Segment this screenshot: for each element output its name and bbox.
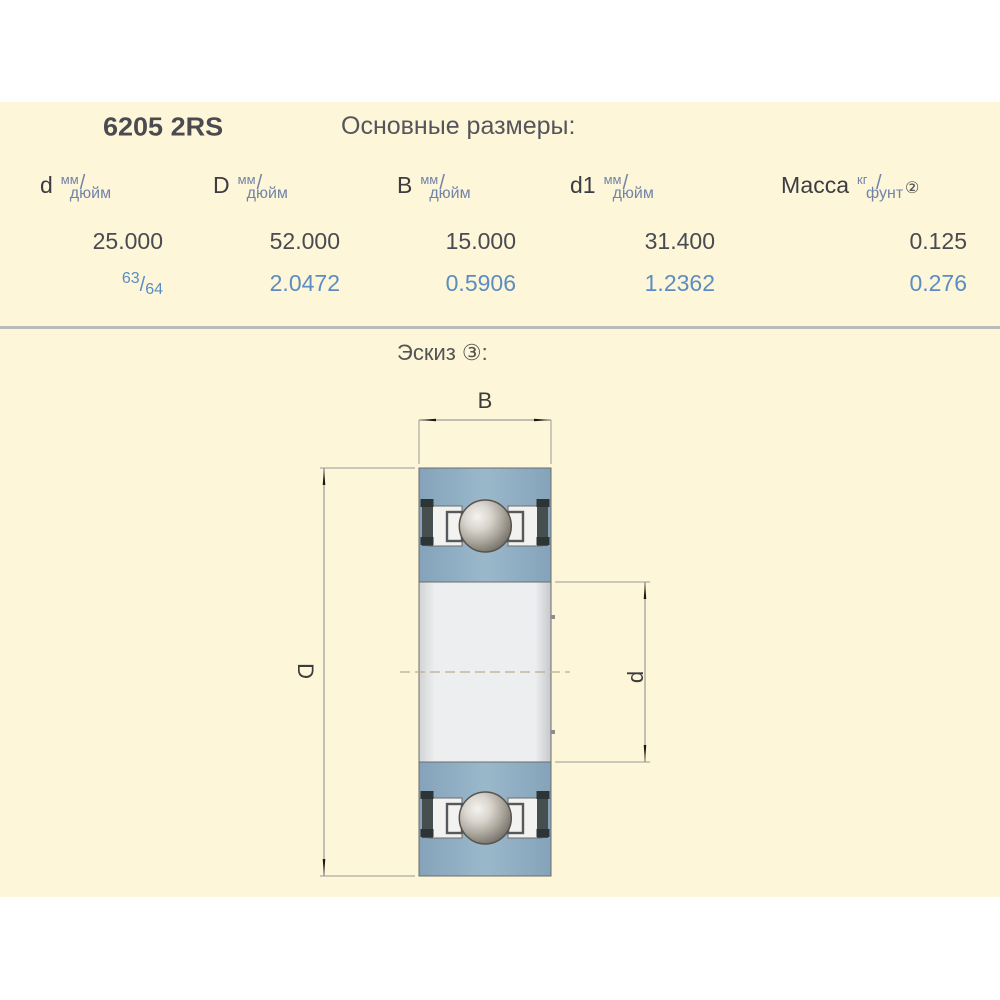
svg-text:B: B <box>478 388 493 413</box>
svg-text:D: D <box>293 663 318 679</box>
svg-text:d: d <box>623 671 648 683</box>
